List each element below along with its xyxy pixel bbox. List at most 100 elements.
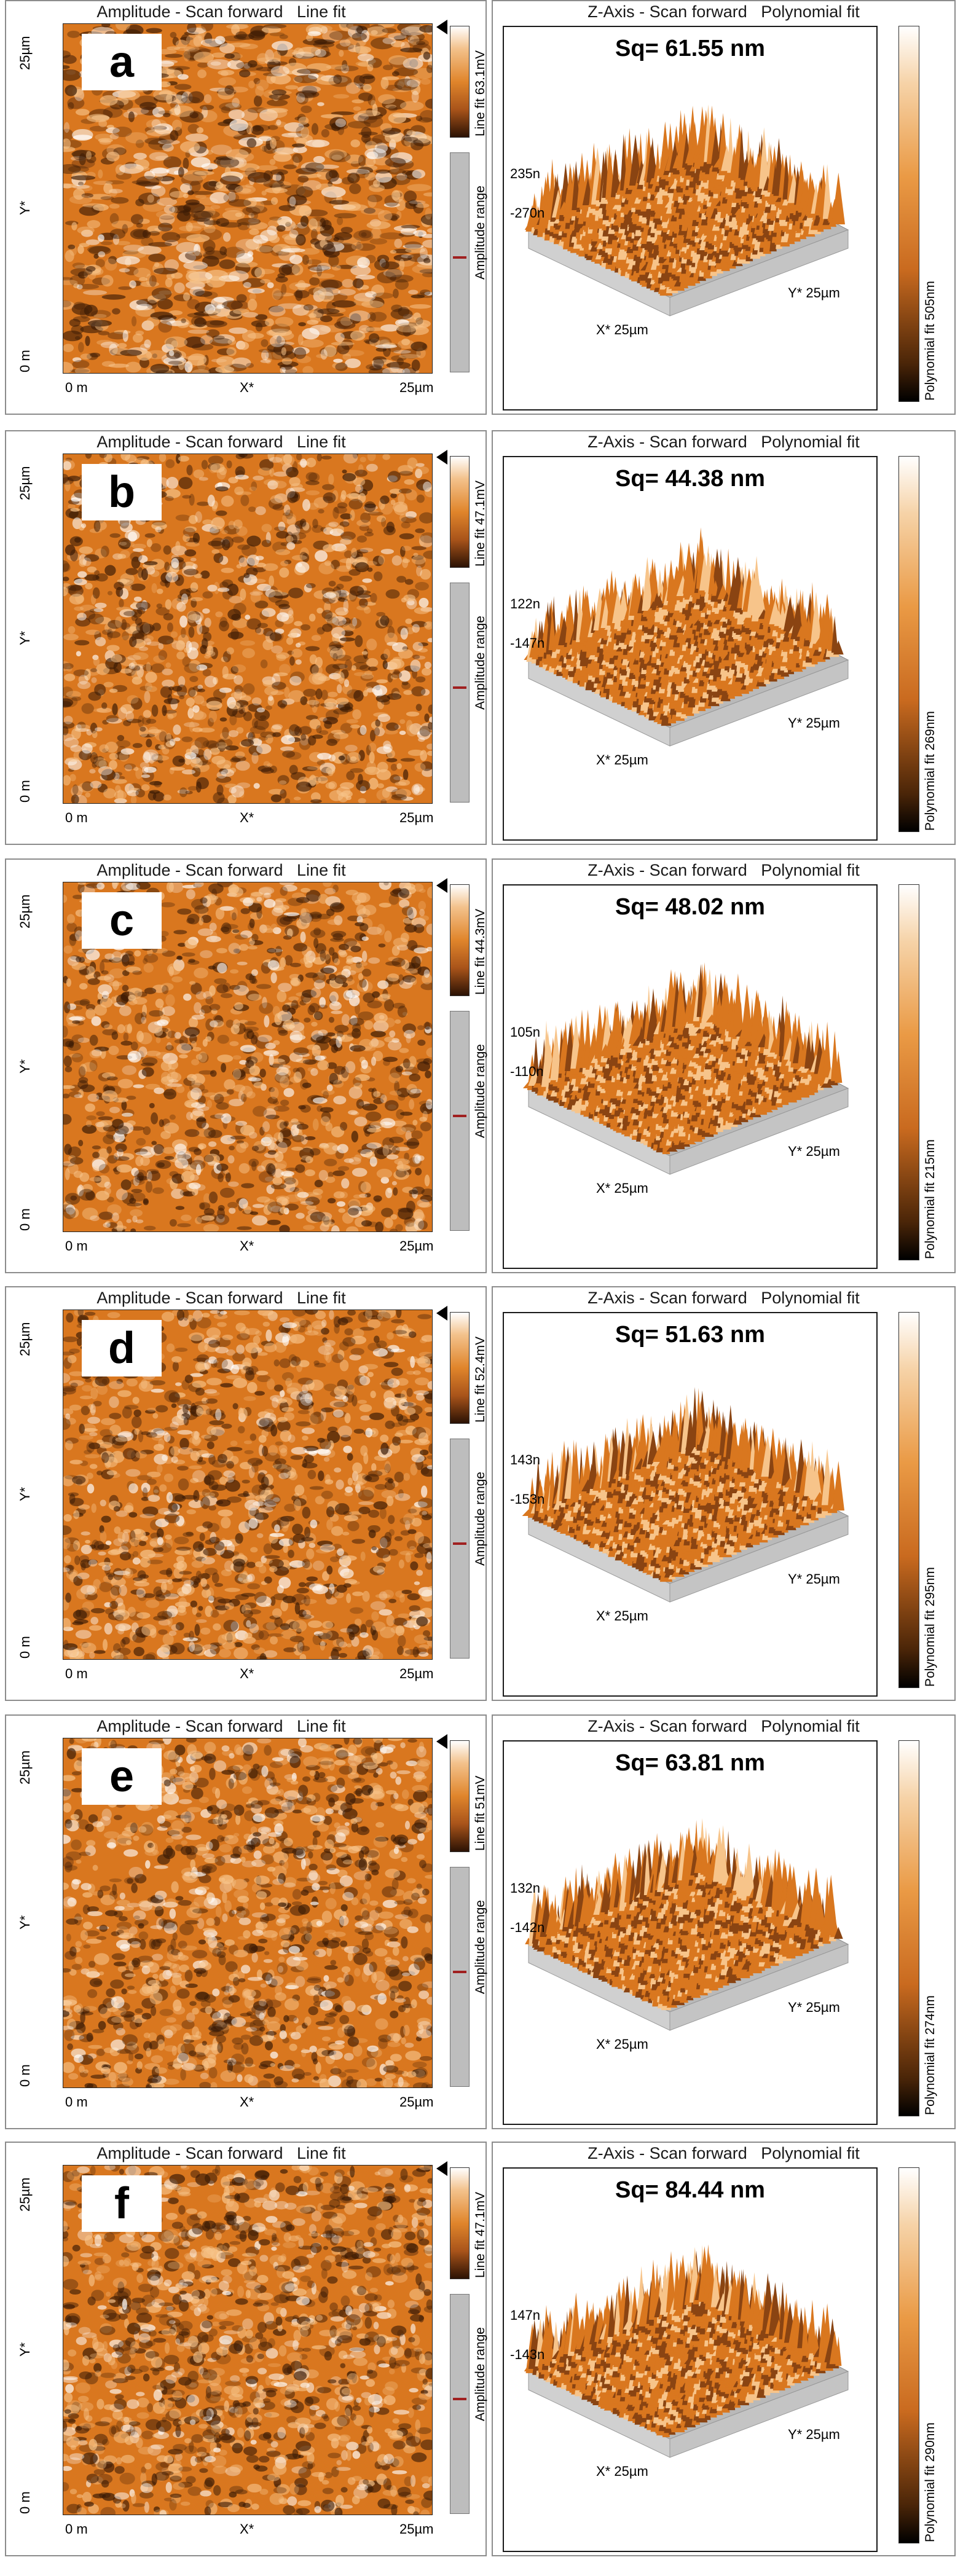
- surface-grain: [146, 28, 162, 34]
- surface-grain: [224, 525, 240, 535]
- surface-grain: [280, 248, 305, 253]
- surface-grain: [385, 157, 406, 168]
- surface-grain: [269, 575, 275, 587]
- surface-grain: [183, 568, 199, 576]
- surface-grain: [328, 754, 336, 762]
- surface-grain: [406, 711, 420, 717]
- surface-grain: [146, 686, 157, 693]
- surface-grain: [168, 66, 191, 71]
- surface-grain: [81, 193, 93, 198]
- surface-grain: [419, 25, 432, 33]
- surface-grain: [222, 210, 245, 221]
- amplitude-range-slider[interactable]: [450, 152, 470, 372]
- surface-grain: [419, 269, 432, 274]
- surface-grain: [306, 457, 316, 468]
- surface-grain: [185, 790, 193, 795]
- surface-grain: [391, 190, 401, 201]
- surface-grain: [100, 545, 109, 557]
- amplitude-range-slider[interactable]: [450, 583, 470, 803]
- surface-grain: [297, 280, 306, 291]
- surface-grain: [289, 477, 301, 487]
- surface-grain: [279, 607, 294, 618]
- surface-grain: [177, 74, 189, 80]
- surface-grain: [249, 293, 256, 300]
- surface-grain: [284, 686, 290, 699]
- surface-grain: [222, 651, 231, 662]
- surface-grain: [63, 277, 73, 281]
- surface-grain: [65, 481, 71, 492]
- surface-grain: [392, 501, 408, 512]
- surface-grain: [95, 637, 106, 646]
- surface-grain: [93, 313, 107, 318]
- surface-grain: [262, 680, 276, 687]
- surface-grain: [285, 222, 291, 227]
- surface-grain: [82, 781, 93, 791]
- surface-grain: [167, 46, 181, 50]
- surface-grain: [384, 632, 398, 645]
- surface-grain: [279, 364, 293, 370]
- surface-grain: [350, 756, 357, 761]
- surface-grain: [337, 343, 350, 355]
- surface-grain: [131, 316, 137, 327]
- surface-grain: [116, 241, 130, 246]
- surface-grain: [265, 318, 274, 326]
- surface-grain: [329, 641, 342, 651]
- surface-grain: [186, 270, 200, 282]
- surface-grain: [346, 771, 355, 780]
- surface-grain: [413, 68, 432, 79]
- surface-grain: [295, 643, 301, 648]
- surface-grain: [270, 323, 291, 333]
- surface-grain: [174, 282, 185, 294]
- surface-grain: [246, 535, 261, 547]
- surface-grain: [88, 246, 111, 256]
- surface-peak: [710, 129, 721, 166]
- surface-grain: [356, 780, 371, 791]
- surface-grain: [143, 664, 152, 672]
- surface-grain: [105, 180, 125, 185]
- surface-grain: [144, 185, 161, 189]
- surface-grain: [229, 119, 249, 132]
- surface-grain: [281, 357, 293, 365]
- surface-grain: [318, 776, 328, 784]
- surface-grain: [257, 57, 281, 63]
- surface-grain: [133, 596, 142, 602]
- surface-grain: [265, 589, 276, 598]
- surface-grain: [274, 121, 287, 128]
- surface-grain: [166, 93, 173, 104]
- surface-grain: [251, 125, 264, 135]
- surface-grain: [388, 112, 407, 124]
- surface-grain: [300, 696, 308, 705]
- surface-grain: [386, 758, 398, 763]
- surface-grain: [240, 588, 246, 601]
- surface-grain: [216, 304, 224, 309]
- surface-grain: [215, 510, 227, 516]
- surface-grain: [125, 785, 136, 796]
- surface-grain: [413, 785, 420, 795]
- surface-grain: [159, 454, 167, 462]
- surface-grain: [272, 724, 283, 730]
- surface-grain: [278, 521, 286, 531]
- surface-grain: [360, 724, 367, 735]
- surface-grain: [163, 794, 171, 801]
- height-colorbar: [898, 26, 919, 402]
- figure-row-b: Amplitude - Scan forward Line fit 25µm Y…: [0, 430, 963, 845]
- surface-grain: [284, 559, 292, 565]
- surface-grain: [197, 688, 205, 693]
- surface-grain: [119, 541, 127, 546]
- surface-grain: [324, 235, 344, 245]
- surface-grain: [76, 284, 83, 289]
- surface-grain: [350, 313, 361, 324]
- surface-grain: [368, 312, 376, 322]
- surface-grain: [257, 467, 272, 476]
- surface-grain: [75, 109, 90, 116]
- surface-grain: [95, 602, 107, 608]
- surface-grain: [358, 229, 372, 238]
- surface-grain: [141, 568, 148, 581]
- surface-grain: [228, 199, 251, 207]
- surface-grain: [238, 341, 250, 350]
- surface-grain: [338, 755, 345, 761]
- surface-grain: [158, 643, 164, 650]
- surface-grain: [170, 767, 186, 771]
- surface-grain: [200, 570, 210, 579]
- surface-grain: [184, 549, 197, 557]
